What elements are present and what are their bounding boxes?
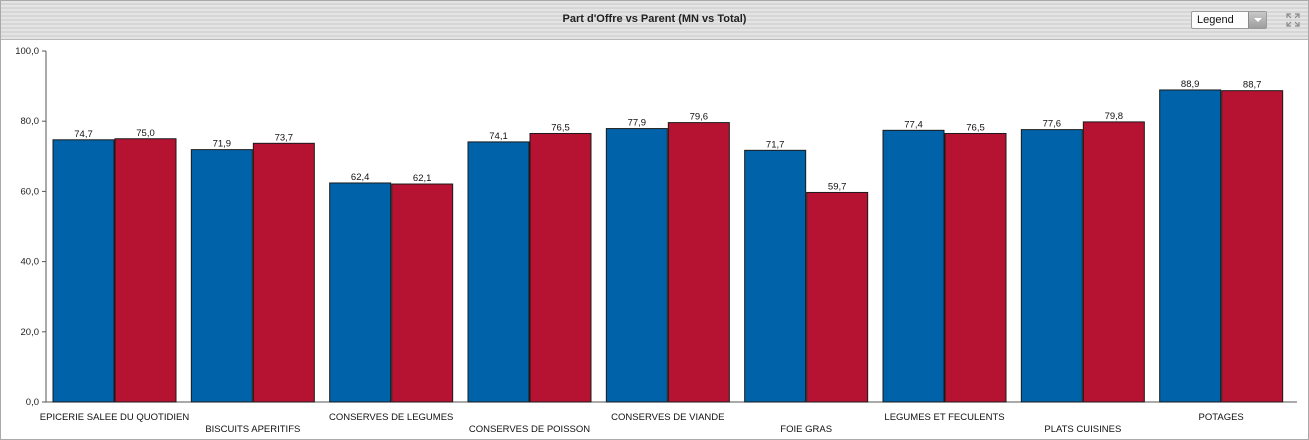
bar-series-2: [114, 138, 177, 403]
bar-series-1: [744, 149, 807, 403]
bar-series-2: [1082, 121, 1145, 403]
bar-series-2: [667, 122, 730, 403]
data-label: 62,1: [413, 173, 432, 184]
bar-series-2: [806, 191, 869, 403]
x-tick-label: LEGUMES ET FECULENTS: [884, 412, 1004, 423]
y-tick-label: 80,0: [21, 116, 40, 127]
bar-series-1: [190, 149, 253, 403]
bar-series-1: [329, 182, 392, 403]
y-tick-label: 40,0: [21, 257, 40, 268]
x-tick-label: EPICERIE SALEE DU QUOTIDIEN: [40, 412, 190, 423]
data-label: 62,4: [351, 172, 370, 183]
data-label: 77,6: [1043, 119, 1062, 130]
bar-series-1: [52, 139, 115, 403]
bar-series-2: [529, 132, 592, 403]
y-tick-label: 100,0: [15, 46, 39, 57]
data-label: 88,7: [1243, 80, 1262, 91]
bar-series-1: [1020, 129, 1083, 403]
chevron-down-icon[interactable]: [1248, 12, 1266, 28]
bar-series-1: [1159, 89, 1222, 403]
x-tick-label: CONSERVES DE VIANDE: [611, 412, 724, 423]
x-tick-label: BISCUITS APERITIFS: [205, 424, 300, 435]
data-label: 76,5: [551, 122, 570, 133]
data-label: 79,6: [690, 112, 709, 123]
data-label: 74,1: [489, 131, 508, 142]
legend-dropdown[interactable]: Legend: [1191, 11, 1267, 29]
y-tick-label: 0,0: [26, 397, 39, 408]
bar-series-2: [391, 183, 454, 403]
x-tick-label: POTAGES: [1199, 412, 1244, 423]
bar-series-2: [252, 142, 315, 403]
legend-dropdown-value: Legend: [1197, 14, 1234, 26]
bar-series-1: [467, 141, 530, 403]
data-label: 74,7: [74, 129, 93, 140]
x-tick-label: CONSERVES DE LEGUMES: [329, 412, 453, 423]
data-label: 71,9: [213, 139, 232, 150]
data-label: 79,8: [1105, 111, 1124, 122]
data-label: 71,7: [766, 139, 785, 150]
bar-series-2: [1221, 90, 1284, 403]
bar-series-1: [605, 128, 668, 403]
bar-series-2: [944, 132, 1007, 403]
data-label: 88,9: [1181, 79, 1200, 90]
data-label: 76,5: [966, 122, 985, 133]
x-tick-label: PLATS CUISINES: [1044, 424, 1121, 435]
x-tick-label: FOIE GRAS: [780, 424, 832, 435]
chart-header: Part d'Offre vs Parent (MN vs Total) Leg…: [1, 1, 1308, 40]
data-label: 77,4: [904, 119, 923, 130]
data-label: 59,7: [828, 181, 847, 192]
bar-series-1: [882, 129, 945, 403]
y-tick-label: 60,0: [21, 186, 40, 197]
data-label: 77,9: [628, 118, 647, 129]
data-label: 73,7: [275, 132, 294, 143]
y-tick-label: 20,0: [21, 327, 40, 338]
expand-icon[interactable]: [1286, 13, 1300, 27]
data-label: 75,0: [136, 128, 155, 139]
x-tick-label: CONSERVES DE POISSON: [469, 424, 590, 435]
chart-title: Part d'Offre vs Parent (MN vs Total): [562, 13, 747, 25]
